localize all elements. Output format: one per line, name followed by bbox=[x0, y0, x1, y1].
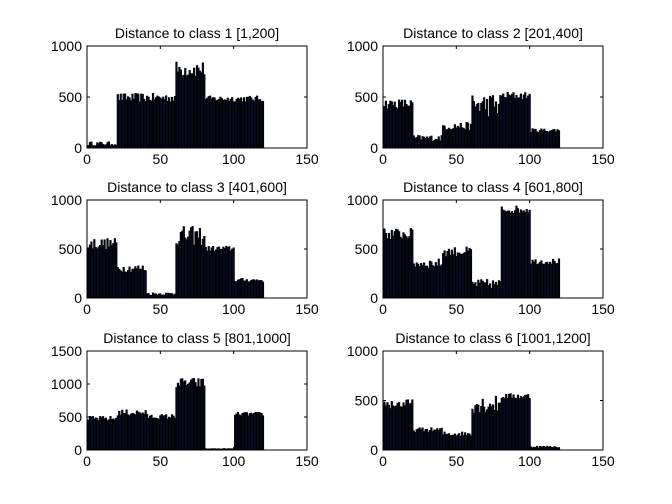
x-tick-label: 100 bbox=[518, 453, 542, 469]
x-tick-label: 0 bbox=[379, 301, 387, 317]
y-tick-label: 1500 bbox=[51, 343, 82, 359]
x-tick-label: 50 bbox=[449, 151, 465, 167]
x-tick-label: 150 bbox=[295, 301, 319, 317]
x-tick-label: 100 bbox=[518, 151, 542, 167]
subplot-1: 0 50 100 150 0 500 1000 Distance to class 1 [1,… bbox=[51, 25, 319, 167]
y-tick-label: 0 bbox=[74, 290, 82, 306]
y-tick-label: 500 bbox=[59, 89, 83, 105]
y-tick-label: 1000 bbox=[347, 343, 378, 359]
y-tick-label: 1000 bbox=[51, 192, 82, 208]
axes-box bbox=[86, 350, 308, 451]
bar bbox=[557, 130, 561, 149]
y-tick-label: 0 bbox=[370, 140, 378, 156]
subplot-title: Distance to class 1 [1,200] bbox=[115, 25, 279, 41]
subplot-6: 0 50 100 150 0 500 1000 Distance to class 6 [10… bbox=[347, 330, 615, 469]
subplot-title: Distance to class 4 [601,800] bbox=[403, 179, 583, 195]
subplot-3: 0 50 100 150 0 500 1000 Distance to class 3 [40… bbox=[51, 179, 319, 317]
y-tick-label: 1000 bbox=[347, 38, 378, 54]
x-tick-label: 100 bbox=[222, 301, 246, 317]
x-tick-label: 0 bbox=[379, 151, 387, 167]
y-tick-label: 1000 bbox=[347, 192, 378, 208]
x-tick-label: 150 bbox=[591, 301, 615, 317]
y-tick-label: 0 bbox=[74, 442, 82, 458]
x-tick-label: 100 bbox=[222, 151, 246, 167]
x-tick-label: 50 bbox=[153, 301, 169, 317]
x-tick-label: 50 bbox=[449, 301, 465, 317]
x-tick-label: 150 bbox=[295, 453, 319, 469]
y-tick-label: 1000 bbox=[51, 38, 82, 54]
bar bbox=[261, 100, 265, 149]
bar bbox=[261, 281, 265, 299]
x-tick-label: 100 bbox=[222, 453, 246, 469]
subplot-2: 0 50 100 150 0 500 1000 Distance to class 2 [20… bbox=[347, 25, 615, 167]
bar bbox=[528, 398, 531, 451]
y-tick-label: 500 bbox=[355, 393, 379, 409]
x-tick-label: 100 bbox=[518, 301, 542, 317]
x-tick-label: 150 bbox=[295, 151, 319, 167]
x-tick-label: 150 bbox=[591, 453, 615, 469]
y-tick-label: 500 bbox=[59, 241, 83, 257]
subplot-title: Distance to class 6 [1001,1200] bbox=[395, 330, 590, 346]
y-tick-label: 1000 bbox=[51, 376, 82, 392]
y-tick-label: 0 bbox=[370, 442, 378, 458]
bar-group bbox=[383, 393, 561, 451]
x-tick-label: 0 bbox=[83, 301, 91, 317]
y-tick-label: 0 bbox=[370, 290, 378, 306]
x-tick-label: 0 bbox=[83, 151, 91, 167]
y-tick-label: 500 bbox=[355, 89, 379, 105]
bar bbox=[557, 258, 561, 299]
subplot-title: Distance to class 3 [401,600] bbox=[107, 179, 287, 195]
subplot-title: Distance to class 2 [201,400] bbox=[403, 25, 583, 41]
subplot-4: 0 50 100 150 0 500 1000 Distance to class 4 [60… bbox=[347, 179, 615, 317]
x-tick-label: 50 bbox=[449, 453, 465, 469]
bar bbox=[261, 415, 265, 451]
subplot-title: Distance to class 5 [801,1000] bbox=[103, 330, 291, 346]
x-tick-label: 150 bbox=[591, 151, 615, 167]
bar bbox=[203, 385, 206, 451]
x-tick-label: 50 bbox=[153, 151, 169, 167]
x-tick-label: 0 bbox=[379, 453, 387, 469]
x-tick-label: 50 bbox=[153, 453, 169, 469]
y-tick-label: 0 bbox=[74, 140, 82, 156]
x-tick-label: 0 bbox=[83, 453, 91, 469]
y-tick-label: 500 bbox=[355, 241, 379, 257]
y-tick-label: 500 bbox=[59, 409, 83, 425]
